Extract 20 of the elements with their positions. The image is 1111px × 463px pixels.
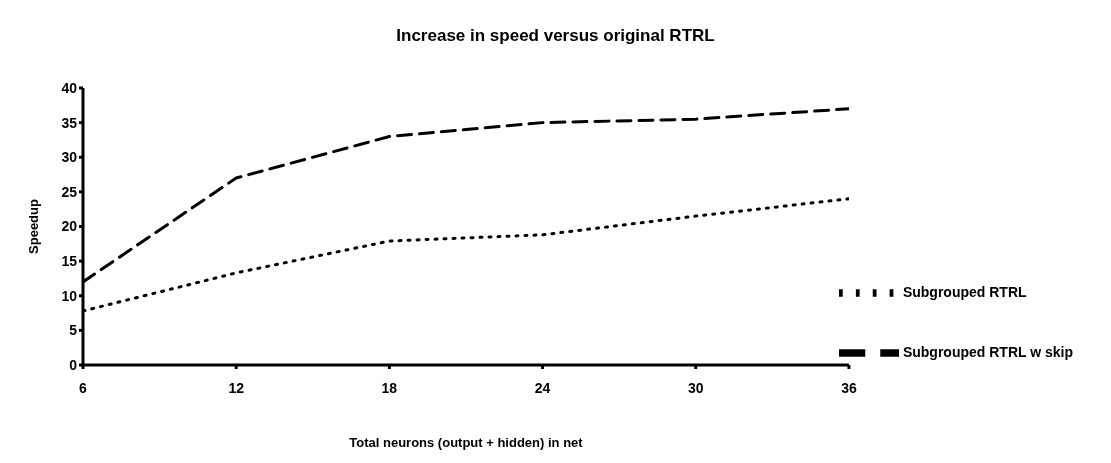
y-tick-label: 25 — [61, 183, 78, 200]
y-tick-label: 15 — [61, 253, 78, 270]
y-tick-label: 35 — [61, 114, 78, 131]
x-tick-label: 12 — [228, 379, 245, 396]
legend-label: Subgrouped RTRL — [902, 284, 1027, 301]
legend-label: Subgrouped RTRL w skip — [902, 344, 1073, 361]
y-tick-label: 40 — [61, 79, 78, 96]
x-tick-label: 30 — [687, 379, 704, 396]
x-axis-title: Total neurons (output + hidden) in net — [349, 435, 584, 450]
y-tick-label: 0 — [69, 356, 78, 373]
chart-title: Increase in speed versus original RTRL — [395, 26, 716, 46]
y-tick-label: 20 — [61, 218, 78, 235]
y-tick-label: 10 — [61, 287, 78, 304]
x-tick-label: 24 — [534, 379, 551, 396]
x-tick-label: 6 — [79, 379, 88, 396]
x-tick-label: 36 — [841, 379, 857, 396]
y-axis-title: Speedup — [25, 199, 41, 254]
y-tick-label: 5 — [69, 322, 78, 339]
x-tick-label: 18 — [381, 379, 398, 396]
y-tick-label: 30 — [61, 149, 78, 166]
